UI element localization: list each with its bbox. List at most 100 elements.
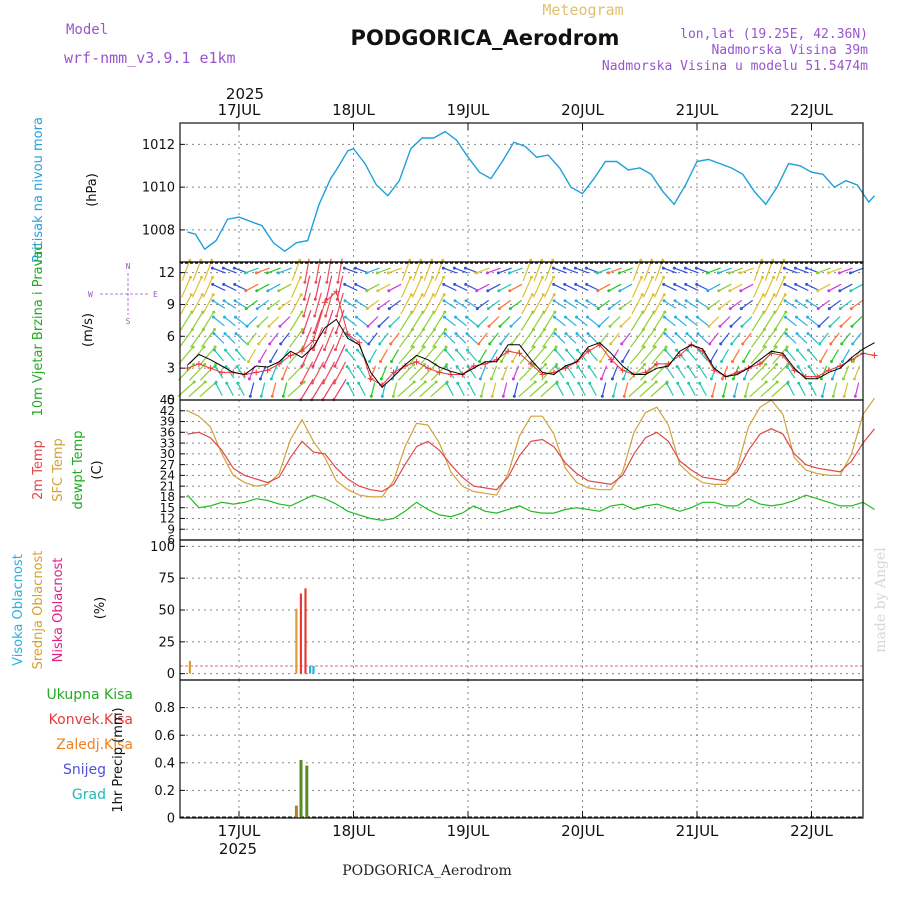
wind-arrow (269, 349, 279, 362)
wind-arrow-head (281, 394, 285, 398)
y-tick-label: 30 (160, 447, 175, 461)
wind-arrow-head (211, 275, 214, 279)
wind-arrow (797, 349, 807, 362)
wind-arrow-head (420, 293, 424, 297)
wind-arrow (420, 346, 436, 365)
wind-arrow (530, 346, 546, 365)
wind-arrow (601, 382, 607, 397)
wind-arrow (369, 365, 377, 380)
wind-arrow-head (696, 332, 700, 336)
panel-frames (179, 122, 864, 819)
wind-arrow-head (356, 348, 359, 352)
wind-arrow-head (819, 377, 823, 381)
wind-arrow (498, 267, 512, 274)
wind-arrow (731, 332, 741, 345)
wind-arrow-head (775, 363, 779, 366)
wind-arrow (687, 366, 697, 379)
wind-arrow-head (508, 307, 512, 311)
wind-arrow-head (233, 299, 237, 303)
wind-arrow-head (368, 360, 371, 363)
wind-arrow (677, 382, 685, 396)
compass-south: S (126, 317, 131, 326)
wind-arrow (477, 316, 489, 327)
cloud-bar (309, 666, 312, 674)
wind-arrow (576, 316, 588, 327)
compass-west: W (88, 290, 93, 299)
wind-arrow-head (211, 293, 215, 297)
wind-arrow (249, 382, 255, 397)
wind-arrow (575, 267, 589, 274)
wind-arrow-head (224, 365, 228, 369)
wind-arrow-head (786, 381, 790, 385)
wind-arrow-head (255, 289, 259, 293)
wind-arrow-head (782, 266, 786, 270)
wind-arrow-head (783, 299, 787, 303)
wind-arrow-head (277, 307, 281, 311)
wind-arrow (212, 283, 226, 292)
wind-arrow (480, 382, 486, 397)
wind-arrow-head (488, 342, 492, 346)
y-tick-label: 1010 (142, 181, 175, 196)
wind-arrow (419, 364, 437, 381)
wind-arrow (577, 366, 587, 379)
wind-arrow (641, 329, 655, 348)
wind-ylabel: 10m Vjetar Brzina i Pravac (31, 244, 46, 417)
wind-arrow (630, 311, 644, 332)
wind-arrow-head (213, 345, 217, 349)
wind-arrow-head (530, 275, 533, 279)
wind-arrow (650, 381, 668, 398)
wind-arrow (740, 283, 754, 292)
wind-arrow (213, 333, 225, 344)
wind-arrow (763, 277, 775, 298)
wind-arrow (521, 277, 533, 298)
wind-arrow-head (321, 381, 325, 385)
top-day-label: 20JUL (561, 101, 604, 119)
wind-arrow-head (236, 381, 240, 385)
wind-arrow-head (365, 307, 369, 311)
wind-arrow (518, 381, 536, 398)
wind-arrow-head (643, 363, 647, 366)
wind-arrow (719, 316, 731, 327)
wind-arrow (313, 309, 323, 333)
wind-arrow-head (377, 324, 381, 328)
wind-unit: (m/s) (81, 313, 96, 347)
wind-arrow (518, 364, 536, 381)
wind-arrow-head (453, 282, 457, 286)
wind-arrow-head (379, 360, 382, 363)
wind-arrow-head (443, 310, 447, 314)
wind-arrow-head (563, 299, 567, 303)
wind-arrow (532, 294, 544, 315)
wind-arrow-head (584, 266, 588, 270)
wind-arrow-head (511, 377, 515, 381)
wind-arrow-head (386, 271, 390, 275)
wind-arrow-head (807, 348, 810, 352)
wind-arrow (510, 316, 522, 327)
wind-arrow-head (419, 258, 423, 262)
wind-arrow-head (585, 299, 589, 303)
wind-arrow-head (775, 380, 779, 384)
pressure-y-ticks: 1008 1010 1012 (142, 138, 185, 238)
bottom-day-labels: 17JUL 18JUL 19JUL 20JUL 21JUL 22JUL (218, 822, 834, 840)
cloud-bar (299, 593, 302, 674)
wind-arrow-head (541, 275, 544, 279)
wind-arrow (720, 349, 730, 362)
wind-arrow (729, 267, 743, 274)
wind-arrow-head (838, 289, 842, 293)
pressure-panel: 1008 1010 1012 Pritisak na nivou mora (hPa… (31, 117, 876, 263)
wind-arrow-head (235, 348, 238, 352)
wind-arrow (399, 329, 413, 348)
wind-arrow-head (255, 307, 259, 311)
wind-arrow-head (827, 289, 831, 293)
wind-arrow-head (497, 307, 501, 311)
wind-arrow (445, 349, 455, 362)
wind-arrow-head (597, 324, 601, 328)
wind-arrow (422, 294, 434, 315)
wind-arrow (531, 329, 545, 348)
wind-gust-line (187, 290, 875, 386)
wind-arrow-head (662, 282, 666, 286)
wind-arrow (686, 316, 698, 327)
wind-arrow (566, 366, 576, 379)
wind-arrow-head (247, 360, 250, 363)
y-tick-label: 0.2 (154, 784, 175, 799)
wind-arrow (773, 329, 787, 348)
